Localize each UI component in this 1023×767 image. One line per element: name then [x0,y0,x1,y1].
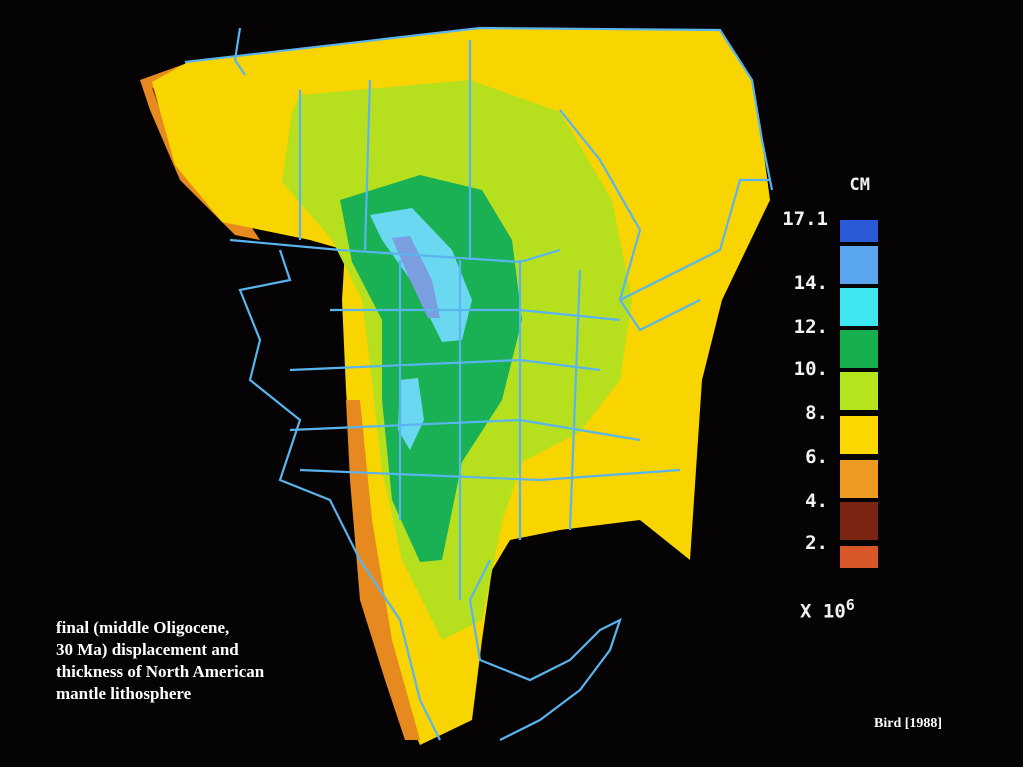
legend-label: 14. [793,272,828,294]
legend-label: 10. [793,358,828,380]
legend-label: 4. [805,490,828,512]
boundary-line [233,27,246,76]
boundary-line [398,260,582,600]
boundary-line [559,109,701,332]
legend-label: 17.1 [782,208,828,230]
credit: Bird [1988] [874,716,943,731]
legend-label: 12. [793,316,828,338]
boundary-line [229,238,561,264]
caption-line: mantle lithosphere [56,684,192,703]
figure-caption: final (middle Oligocene, 30 Ma) displace… [56,617,264,705]
legend-exponent: 6 [845,596,855,614]
boundary-line [619,178,770,301]
caption-line: thickness of North American [56,662,265,681]
legend-label: 2. [805,532,828,554]
legend-label: 6. [805,446,828,468]
boundary-line [468,559,622,741]
caption-line: 30 Ma) displacement and [56,640,239,659]
region-dark-green [340,175,522,562]
region-blue [392,236,440,318]
boundary-line [184,26,774,191]
region-cyan-south [398,378,424,450]
boundary-line [298,40,472,260]
legend-unit: CM [849,175,870,195]
political-boundaries [184,26,774,741]
region-orange-west-coast [346,400,420,740]
boundary-line [238,249,441,741]
legend-multiplier: X 106 [800,596,860,622]
legend-label: 8. [805,402,828,424]
legend-multiplier-base: X 10 [800,600,846,623]
caption-line: final (middle Oligocene, [56,618,230,637]
